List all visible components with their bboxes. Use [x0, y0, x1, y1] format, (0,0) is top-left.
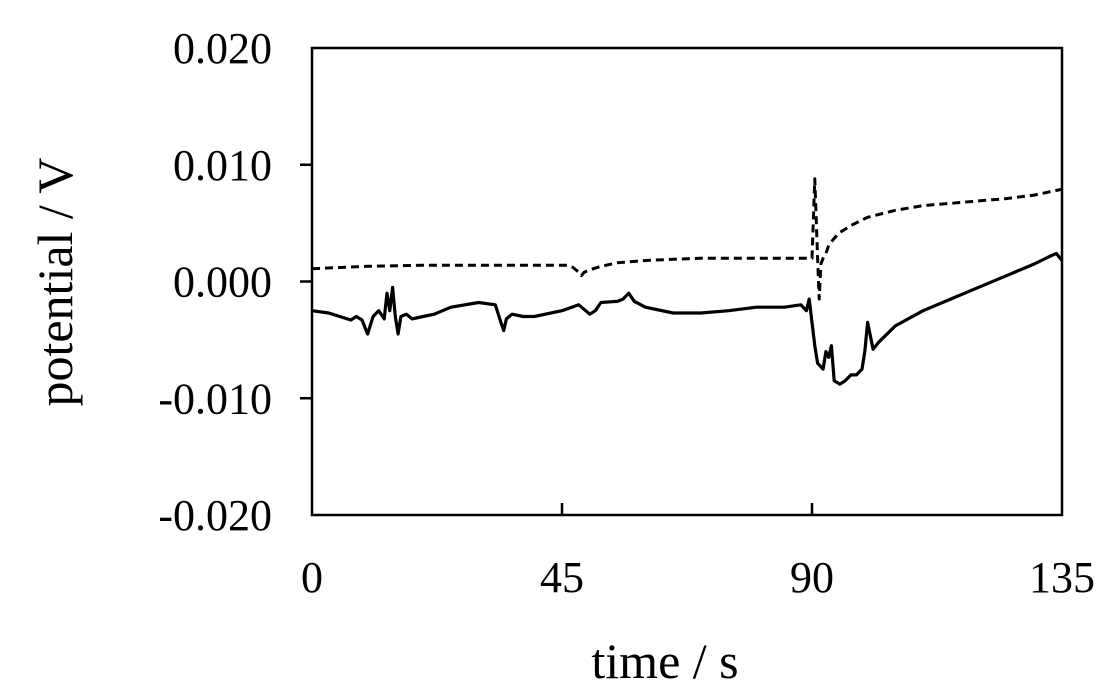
- x-tick-label: 45: [540, 553, 584, 602]
- y-axis-title: potential / V: [27, 157, 83, 406]
- x-tick-label: 135: [1029, 553, 1095, 602]
- y-tick-label: -0.010: [158, 374, 272, 423]
- y-tick-label: 0.000: [173, 258, 272, 307]
- x-tick-label: 0: [301, 553, 323, 602]
- y-tick-label: 0.020: [173, 24, 272, 73]
- x-axis: 0 45 90 135: [301, 503, 1095, 602]
- series-line-dashed: [311, 177, 1063, 301]
- y-axis: 0.020 0.010 0.000 -0.010 -0.020: [158, 24, 312, 540]
- y-tick-label: -0.020: [158, 491, 272, 540]
- plot-area: [311, 177, 1064, 386]
- x-axis-title: time / s: [591, 633, 738, 689]
- series-line-solid: [311, 251, 1064, 386]
- x-tick-label: 90: [790, 553, 834, 602]
- y-tick-label: 0.010: [173, 141, 272, 190]
- plot-frame: [310, 46, 1064, 517]
